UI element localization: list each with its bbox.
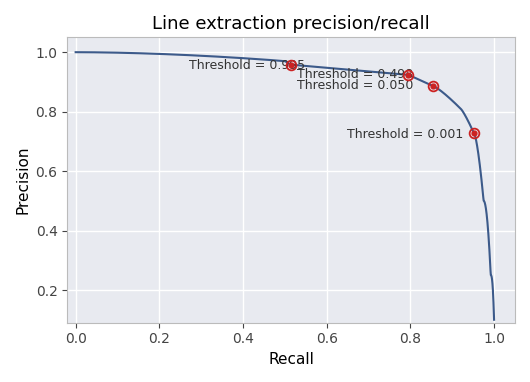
X-axis label: Recall: Recall [268, 352, 314, 367]
Text: Threshold = 0.050: Threshold = 0.050 [297, 79, 413, 92]
Text: Threshold = 0.001: Threshold = 0.001 [347, 128, 463, 141]
Text: Threshold = 0.498: Threshold = 0.498 [297, 68, 413, 81]
Y-axis label: Precision: Precision [15, 146, 30, 214]
Text: Threshold = 0.995: Threshold = 0.995 [189, 59, 305, 72]
Title: Line extraction precision/recall: Line extraction precision/recall [152, 15, 430, 33]
